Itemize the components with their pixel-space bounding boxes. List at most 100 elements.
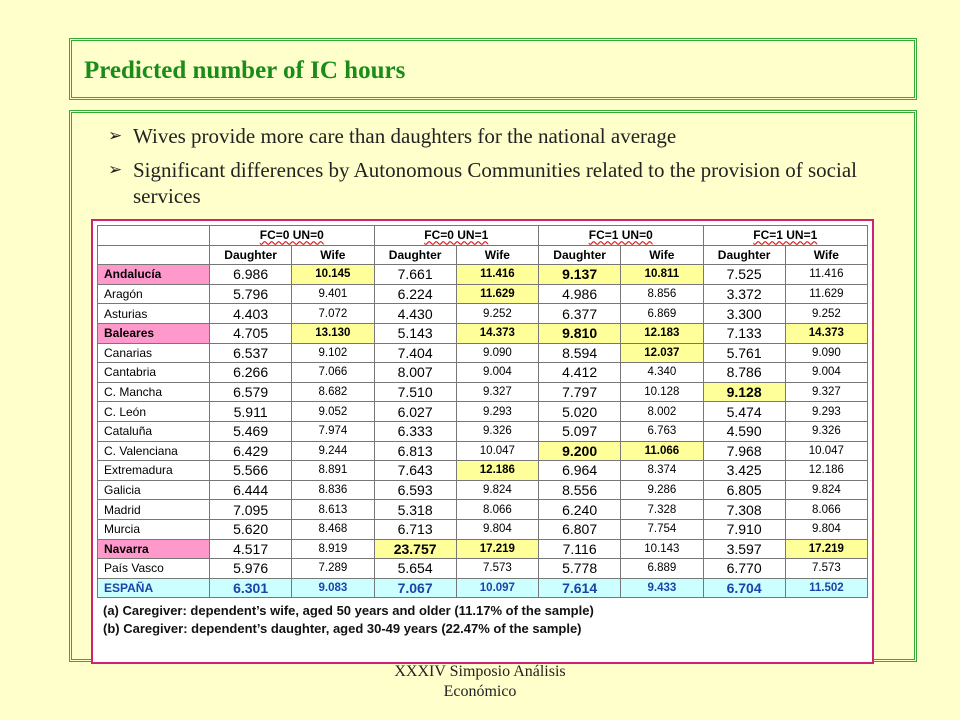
value-cell: 9.810 — [537, 322, 622, 344]
value-cell: 4.986 — [537, 283, 622, 305]
value-cell: 8.002 — [620, 401, 704, 422]
sub-header: Daughter — [537, 244, 622, 266]
value-cell: 9.804 — [455, 518, 540, 540]
sub-header: Daughter — [208, 244, 293, 266]
value-cell: 9.200 — [537, 440, 622, 462]
value-cell: 6.537 — [208, 342, 293, 364]
total-row: ESPAÑA 6.301 9.083 7.067 10.097 7.614 9.433 6.7… — [97, 577, 869, 599]
footer-line: XXXIV Simposio Análisis — [394, 663, 566, 680]
value-cell: 6.301 — [208, 577, 293, 599]
value-cell: 12.186 — [455, 460, 540, 481]
region-cell: País Vasco — [97, 558, 210, 579]
value-cell: 12.186 — [784, 460, 869, 481]
value-cell: 7.308 — [702, 499, 786, 520]
value-cell: 9.326 — [784, 420, 869, 442]
value-cell: 9.401 — [291, 283, 375, 305]
value-cell: 9.102 — [291, 342, 375, 364]
value-cell: 6.266 — [208, 362, 293, 383]
region-cell: C. Mancha — [97, 381, 210, 403]
region-cell: ESPAÑA — [97, 577, 210, 599]
table-row: Andalucía 6.986 10.145 7.661 11.416 9.137 10.8… — [97, 264, 869, 285]
value-cell: 8.556 — [537, 479, 622, 501]
value-cell: 5.778 — [537, 558, 622, 579]
value-cell: 9.052 — [291, 401, 375, 422]
value-cell: 4.403 — [208, 303, 293, 324]
table-row: Cataluña 5.469 7.974 6.333 9.326 5.097 6.763 4.… — [97, 420, 869, 442]
value-cell: 4.590 — [702, 420, 786, 442]
value-cell: 7.974 — [291, 420, 375, 442]
value-cell: 13.130 — [291, 322, 375, 344]
value-cell: 11.502 — [784, 577, 869, 599]
value-cell: 10.143 — [620, 538, 704, 560]
value-cell: 5.620 — [208, 518, 293, 540]
value-cell: 11.416 — [784, 264, 869, 285]
value-cell: 6.444 — [208, 479, 293, 501]
value-cell: 6.377 — [537, 303, 622, 324]
value-cell: 7.968 — [702, 440, 786, 462]
value-cell: 9.090 — [455, 342, 540, 364]
value-cell: 5.761 — [702, 342, 786, 364]
value-cell: 7.066 — [291, 362, 375, 383]
table-note: (a) Caregiver: dependent’s wife, aged 50… — [103, 603, 594, 619]
group-header: FC=0 UN=0 — [209, 225, 375, 246]
footer-line: Económico — [443, 683, 517, 700]
table-row: Murcia 5.620 8.468 6.713 9.804 6.807 7.754 7.91… — [97, 518, 869, 540]
value-cell: 5.318 — [373, 499, 457, 520]
region-cell: C. Valenciana — [97, 440, 210, 462]
table-row: Extremadura 5.566 8.891 7.643 12.186 6.964 8.3… — [97, 460, 869, 481]
value-cell: 14.373 — [784, 322, 869, 344]
value-cell: 7.614 — [537, 577, 622, 599]
bullet-item: ➢ Significant differences by Autonomous C… — [108, 157, 898, 209]
value-cell: 3.597 — [702, 538, 786, 560]
arrow-bullet-icon: ➢ — [108, 126, 123, 146]
value-cell: 6.027 — [373, 401, 457, 422]
title-box: Predicted number of IC hours — [69, 38, 917, 100]
value-cell: 7.573 — [455, 558, 540, 579]
value-cell: 10.128 — [620, 381, 704, 403]
value-cell: 5.976 — [208, 558, 293, 579]
value-cell: 9.824 — [455, 479, 540, 501]
value-cell: 11.416 — [455, 264, 540, 285]
value-cell: 5.474 — [702, 401, 786, 422]
value-cell: 4.705 — [208, 322, 293, 344]
region-cell: Navarra — [97, 538, 210, 560]
value-cell: 8.066 — [784, 499, 869, 520]
value-cell: 5.566 — [208, 460, 293, 481]
value-cell: 10.047 — [455, 440, 540, 462]
value-cell: 8.613 — [291, 499, 375, 520]
table-row: Aragón 5.796 9.401 6.224 11.629 4.986 8.856 3.3… — [97, 283, 869, 305]
table-row: Cantabria 6.266 7.066 8.007 9.004 4.412 4.340 8… — [97, 362, 869, 383]
table-note: (b) Caregiver: dependent’s daughter, age… — [103, 621, 582, 637]
value-cell: 5.020 — [537, 401, 622, 422]
value-cell: 9.433 — [620, 577, 704, 599]
value-cell: 6.579 — [208, 381, 293, 403]
value-cell: 9.244 — [291, 440, 375, 462]
table-row: Galicia 6.444 8.836 6.593 9.824 8.556 9.286 6.8… — [97, 479, 869, 501]
value-cell: 7.910 — [702, 518, 786, 540]
value-cell: 9.083 — [291, 577, 375, 599]
value-cell: 9.128 — [702, 381, 786, 403]
value-cell: 4.340 — [620, 362, 704, 383]
value-cell: 6.429 — [208, 440, 293, 462]
value-cell: 11.629 — [455, 283, 540, 305]
value-cell: 6.333 — [373, 420, 457, 442]
group-header: FC=0 UN=1 — [373, 225, 539, 246]
bullet-text: Wives provide more care than daughters f… — [133, 124, 677, 148]
arrow-bullet-icon: ➢ — [108, 160, 123, 180]
value-cell: 11.066 — [620, 440, 704, 462]
value-cell: 6.224 — [373, 283, 457, 305]
region-cell: Baleares — [97, 322, 210, 344]
value-cell: 6.889 — [620, 558, 704, 579]
value-cell: 9.326 — [455, 420, 540, 442]
table-row: C. Mancha 6.579 8.682 7.510 9.327 7.797 10.128… — [97, 381, 869, 403]
value-cell: 17.219 — [784, 538, 869, 560]
value-cell: 9.293 — [455, 401, 540, 422]
value-cell: 4.517 — [208, 538, 293, 560]
group-header: FC=1 UN=1 — [702, 225, 868, 246]
bullet-list: ➢ Wives provide more care than daughters … — [108, 123, 898, 217]
value-cell: 6.805 — [702, 479, 786, 501]
slide-title: Predicted number of IC hours — [84, 57, 406, 84]
value-cell: 3.425 — [702, 460, 786, 481]
corner-cell — [97, 244, 210, 266]
value-cell: 10.047 — [784, 440, 869, 462]
